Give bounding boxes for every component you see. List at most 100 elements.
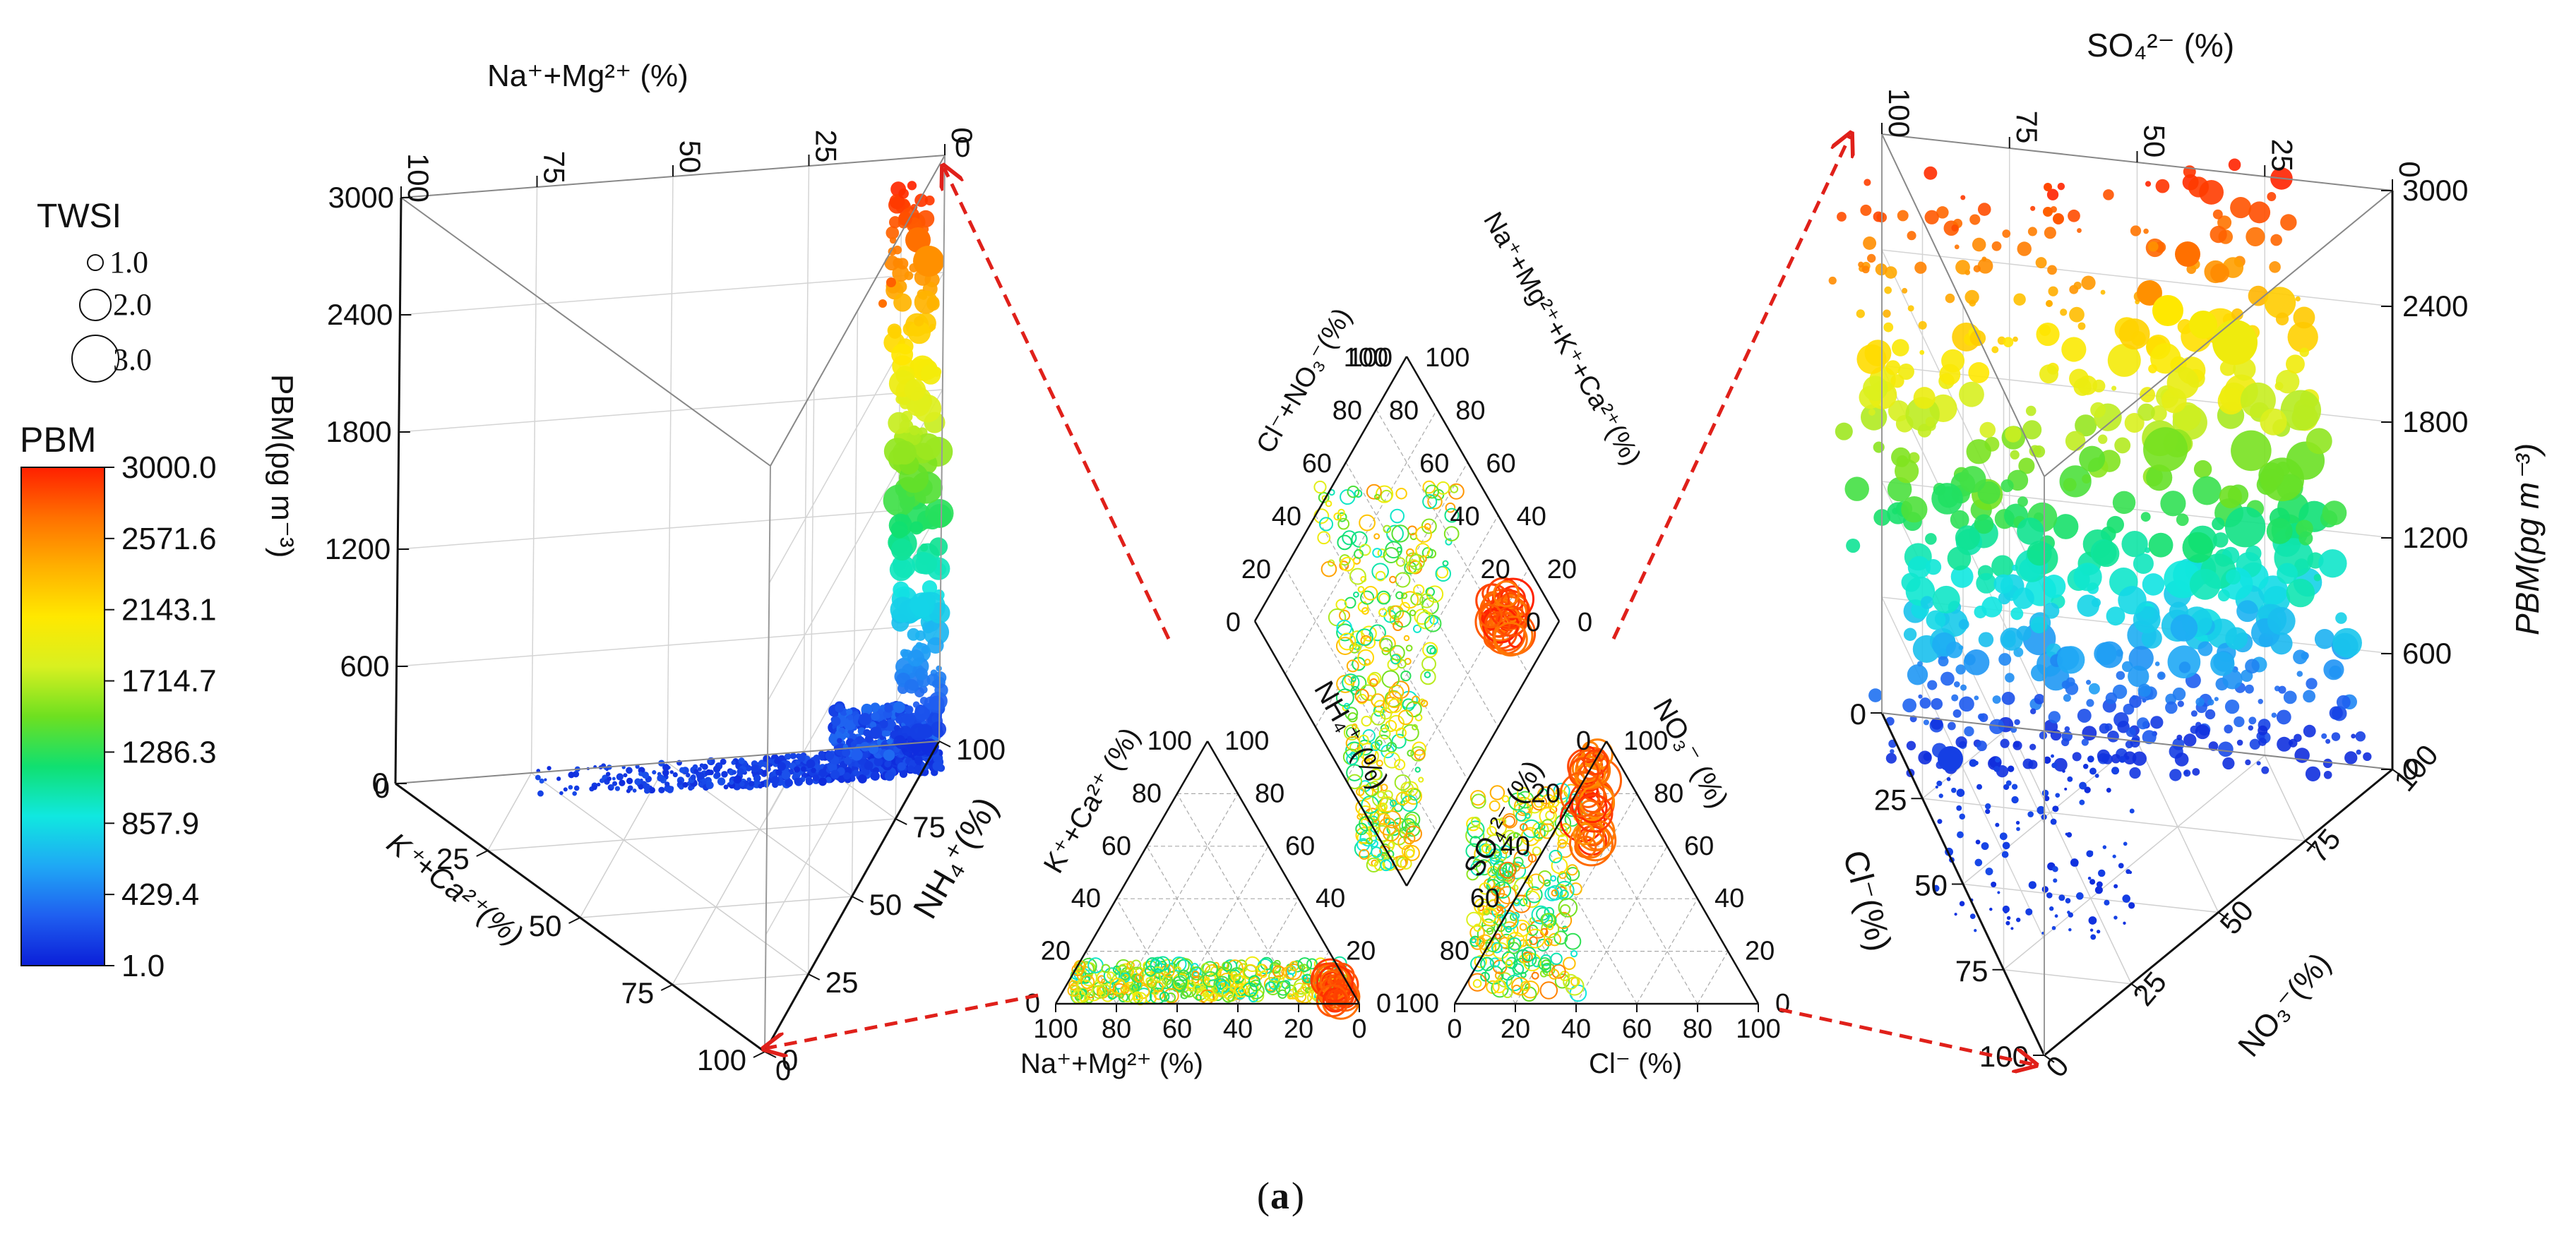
data-point (2094, 642, 2117, 666)
diamond-right-outer-tick: 0 (1578, 608, 1592, 637)
data-point (2161, 388, 2187, 414)
data-point (2028, 881, 2037, 889)
data-point (2086, 680, 2092, 685)
data-point (2017, 241, 2032, 256)
data-point (568, 785, 573, 790)
left-tick (568, 917, 580, 924)
data-point (657, 774, 664, 782)
data-point (1445, 502, 1456, 513)
data-point (2258, 738, 2267, 746)
data-point (1569, 882, 1582, 896)
data-point (2104, 899, 2110, 906)
data-point (2217, 589, 2230, 601)
data-point (862, 768, 870, 776)
data-point (2137, 280, 2162, 306)
data-point (2172, 687, 2186, 701)
data-point (1566, 864, 1578, 876)
data-point (784, 752, 792, 760)
data-point (1957, 831, 1964, 839)
cation-left-tick: 40 (1071, 884, 1101, 913)
data-point (2222, 757, 2235, 770)
data-point (2280, 214, 2297, 231)
top-tick-label: 0 (946, 127, 979, 143)
data-point (2043, 602, 2060, 619)
data-point (1366, 837, 1373, 845)
data-point (2005, 673, 2015, 683)
data-point (1233, 973, 1241, 981)
data-point (2322, 758, 2333, 769)
data-point (1079, 988, 1087, 997)
data-point (762, 769, 768, 776)
data-point (781, 770, 791, 780)
data-point (1512, 963, 1525, 976)
right-tick (2217, 911, 2229, 920)
data-point (1412, 624, 1422, 633)
data-point (837, 775, 846, 784)
data-point (1559, 889, 1569, 899)
data-point (597, 782, 601, 787)
data-point (893, 293, 912, 312)
data-point (818, 769, 828, 778)
data-point (1373, 533, 1381, 540)
data-point (1364, 782, 1379, 797)
data-point (1480, 971, 1490, 982)
data-point (828, 733, 839, 745)
data-point (1468, 973, 1487, 992)
data-point (2131, 695, 2137, 700)
data-point (2214, 697, 2219, 702)
data-point (2037, 805, 2046, 815)
data-point (1320, 560, 1337, 577)
data-point (2125, 869, 2131, 875)
data-point (1101, 964, 1111, 973)
data-point (846, 708, 853, 716)
data-point (1551, 857, 1568, 875)
data-point (1494, 893, 1510, 909)
data-point (1966, 439, 1991, 464)
data-point (910, 521, 924, 535)
data-point (2106, 606, 2125, 626)
data-point (1508, 937, 1522, 951)
data-point (2096, 881, 2103, 888)
data-point (2275, 312, 2289, 325)
data-point (1389, 644, 1405, 661)
top-tick-label: 25 (2265, 139, 2298, 172)
data-point (1945, 293, 1955, 304)
data-point (1516, 786, 1530, 800)
colorbar-tick-label: 3000.0 (121, 450, 217, 485)
colorbar-tick-label: 1.0 (121, 949, 165, 983)
data-point (800, 766, 806, 772)
data-point (2025, 405, 2037, 416)
data-point (738, 757, 745, 764)
legend-size-label-3: 3.0 (113, 342, 152, 377)
data-point (2175, 241, 2200, 267)
data-point (632, 788, 637, 793)
data-point (1421, 656, 1436, 672)
data-point (2098, 434, 2108, 444)
data-point (1991, 241, 2002, 251)
top-tick-label: 0 (2393, 161, 2426, 177)
data-point (668, 786, 674, 791)
data-point (930, 721, 947, 738)
data-point (1520, 971, 1527, 978)
data-point (1991, 881, 1997, 887)
data-point (884, 760, 891, 768)
data-point (1337, 534, 1353, 551)
data-point (744, 780, 749, 786)
data-point (1489, 957, 1501, 968)
data-point (2318, 549, 2347, 578)
data-point (720, 758, 727, 765)
data-point (884, 704, 893, 713)
data-point (696, 772, 705, 780)
data-point (2176, 513, 2189, 527)
data-point (2084, 786, 2091, 793)
data-point (1363, 636, 1376, 649)
data-point (1118, 992, 1124, 999)
data-point (537, 790, 544, 797)
data-point (2012, 336, 2018, 342)
data-point (1401, 591, 1419, 609)
left-tick (476, 850, 489, 857)
data-point (1554, 930, 1568, 945)
data-point (1940, 671, 1955, 686)
data-point (1416, 611, 1435, 630)
